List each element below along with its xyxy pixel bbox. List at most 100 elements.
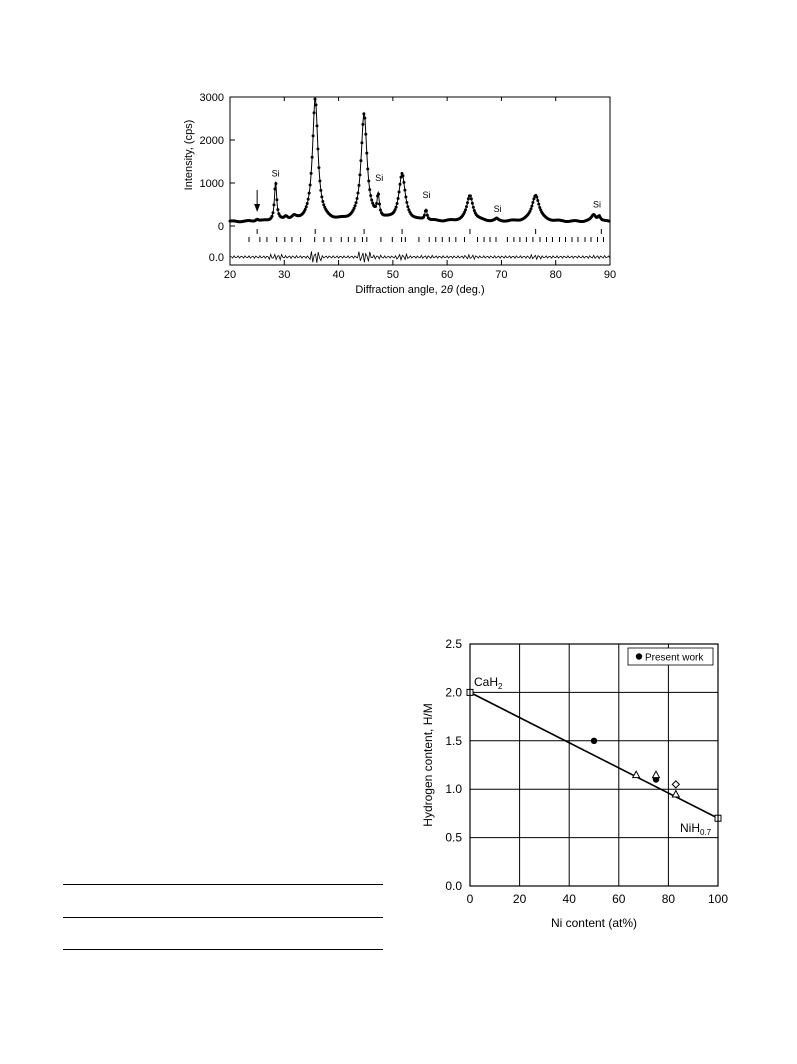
xrd-difference-curve (229, 251, 611, 263)
xrd-observed-point (407, 208, 411, 212)
xrd-y-tick-label: 2000 (200, 135, 224, 147)
xrd-data-layer: 20 30 40 50 60 70 80 90 0 1000 2000 3000 Si Si Si Si Si (200, 92, 617, 281)
hydrogen-point-present-work (652, 774, 660, 781)
xrd-observed-point (316, 147, 320, 151)
xrd-si-annotation: Si (494, 204, 502, 214)
xrd-observed-point (463, 210, 467, 214)
xrd-observed-point (393, 208, 397, 212)
xrd-observed-point (422, 213, 426, 217)
xrd-observed-point (471, 205, 475, 209)
xrd-observed-point (275, 198, 279, 202)
xrd-observed-point (303, 207, 307, 211)
xrd-observed-point (370, 198, 374, 202)
hydrogen-legend: Present work (627, 647, 714, 666)
xrd-observed-point (469, 197, 473, 201)
xrd-observed-point (405, 200, 409, 204)
xrd-observed-point (313, 97, 317, 101)
xrd-observed-point (529, 207, 533, 211)
xrd-observed-point (538, 205, 542, 209)
xrd-observed-point (470, 201, 474, 205)
hydrogen-x-tick-label: 0 (467, 892, 474, 906)
cah2-label: CaH2 (474, 675, 503, 691)
nih-label: NiH0.7 (680, 821, 712, 837)
hydrogen-point-triangle (651, 770, 661, 779)
xrd-observed-point (402, 180, 406, 184)
xrd-observed-point (307, 191, 311, 195)
xrd-observed-point (466, 197, 470, 201)
xrd-observed-point (536, 198, 540, 202)
xrd-si-annotation: Si (272, 169, 280, 179)
xrd-observed-point (355, 196, 359, 200)
xrd-observed-point (306, 197, 310, 201)
xrd-observed-point (378, 202, 381, 206)
hydrogen-point-present-work (590, 737, 598, 744)
xrd-observed-point (312, 111, 316, 115)
hydrogen-y-tick-label: 0.5 (445, 831, 462, 845)
xrd-observed-point (305, 201, 309, 205)
hydrogen-y-axis-label: Hydrogen content, H/M (421, 703, 435, 826)
xrd-observed-point (357, 183, 361, 187)
xrd-observed-point (468, 194, 472, 198)
xrd-observed-point (270, 214, 274, 218)
hydrogen-plot-frame (469, 643, 719, 887)
xrd-observed-point (367, 179, 371, 183)
xrd-y-tick-label: 0 (218, 221, 224, 233)
xrd-observed-point (464, 205, 468, 209)
xrd-observed-point (368, 188, 372, 192)
legend-marker-present-work (635, 653, 643, 660)
xrd-observed-point (315, 124, 319, 128)
xrd-observed-point (472, 209, 476, 213)
xrd-observed-point (317, 166, 321, 170)
xrd-observed-point (375, 202, 379, 206)
hydrogen-point-diamond (671, 780, 681, 789)
xrd-si-annotation: Si (593, 200, 601, 210)
xrd-calculated-profile (229, 96, 611, 222)
hydrogen-x-tick-label: 60 (612, 892, 626, 906)
xrd-x-tick-label: 90 (604, 269, 616, 281)
xrd-x-tick-label: 60 (441, 269, 453, 281)
xrd-observed-point (532, 197, 536, 201)
hydrogen-x-tick-label: 20 (513, 892, 527, 906)
xrd-x-tick-label: 50 (387, 269, 399, 281)
hydrogen-y-tick-label: 2.0 (445, 685, 462, 699)
xrd-observed-point (309, 171, 313, 175)
hydrogen-point-triangle (631, 770, 641, 779)
xrd-y-tick-label: 3000 (200, 92, 224, 104)
xrd-x-axis-label: Diffraction angle, 2θ (deg.) (355, 284, 484, 296)
xrd-x-tick-label: 30 (278, 269, 290, 281)
xrd-observed-point (359, 159, 363, 163)
xrd-observed-point (398, 182, 402, 186)
xrd-observed-point (463, 208, 467, 212)
hydrogen-y-tick-label: 2.5 (445, 637, 462, 651)
xrd-observed-point (424, 209, 428, 213)
hydrogen-x-tick-label: 40 (563, 892, 577, 906)
xrd-observed-point (363, 116, 367, 120)
xrd-observed-point (362, 112, 366, 116)
hydrogen-y-tick-label: 0.0 (445, 879, 462, 893)
xrd-observed-point (537, 202, 541, 206)
hydrogen-data-layer: 0 20 40 60 80 100 0.0 0.5 1.0 1.5 2.0 2.5 (445, 637, 728, 906)
xrd-observed-point (304, 205, 308, 209)
xrd-observed-point (272, 203, 276, 207)
xrd-observed-point (378, 208, 382, 212)
legend-box (627, 647, 714, 666)
xrd-observed-point (319, 188, 323, 192)
xrd-observed-point (322, 203, 326, 207)
legend-label-present-work: Present work (645, 653, 704, 664)
xrd-observed-point (366, 167, 370, 171)
xrd-arrow-head (254, 204, 261, 212)
xrd-y-axis-label: Intensity, (cps) (183, 120, 195, 191)
hydrogen-x-tick-label: 100 (708, 892, 728, 906)
xrd-observed-point (406, 205, 410, 209)
xrd-observed-point (364, 132, 368, 136)
hydrogen-y-tick-label: 1.0 (445, 782, 462, 796)
xrd-observed-point (361, 122, 365, 126)
xrd-plot-frame (229, 96, 611, 266)
xrd-observed-point (396, 197, 400, 200)
xrd-observed-point (308, 183, 312, 187)
xrd-observed-point (377, 192, 381, 196)
xrd-observed-point (395, 201, 399, 205)
hydrogen-fit-line (469, 691, 719, 819)
xrd-y-tick-label: 1000 (200, 178, 224, 190)
